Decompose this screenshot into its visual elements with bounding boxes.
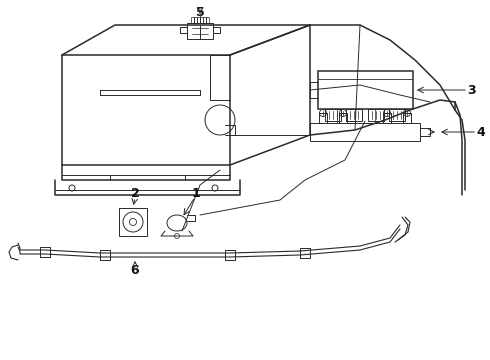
- Bar: [187, 23, 213, 39]
- Bar: [197, 17, 203, 23]
- Bar: [325, 109, 341, 121]
- Text: 2: 2: [131, 186, 139, 199]
- Text: 6: 6: [131, 264, 139, 276]
- Bar: [119, 208, 147, 236]
- Bar: [368, 109, 384, 121]
- Bar: [191, 17, 197, 23]
- Bar: [318, 71, 413, 109]
- Text: 4: 4: [477, 126, 486, 139]
- Text: 3: 3: [467, 84, 476, 96]
- Bar: [310, 123, 420, 141]
- Text: 5: 5: [196, 5, 204, 18]
- Bar: [389, 109, 405, 121]
- Bar: [203, 17, 209, 23]
- Text: 1: 1: [192, 186, 200, 199]
- Bar: [346, 109, 362, 121]
